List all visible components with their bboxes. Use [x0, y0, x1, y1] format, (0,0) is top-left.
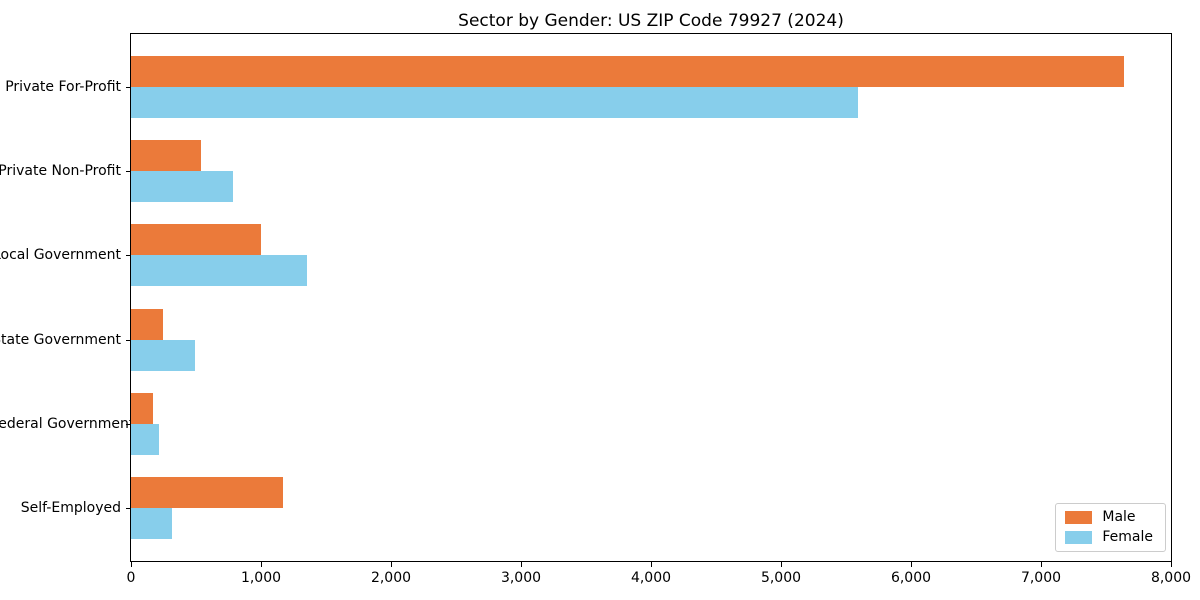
- bar-female-2: [131, 171, 234, 203]
- x-tick-label: 0: [126, 570, 136, 586]
- x-tick-label: 4,000: [630, 570, 672, 586]
- legend-swatch-male: [1065, 511, 1093, 524]
- legend: Male Female: [1055, 503, 1166, 552]
- x-tick-mark: [1041, 562, 1042, 567]
- x-tick-mark: [521, 562, 522, 567]
- bar-female-6: [131, 508, 172, 539]
- x-tick-mark: [911, 562, 912, 567]
- y-tick-mark: [126, 87, 131, 88]
- bar-female-3: [131, 255, 307, 287]
- bar-male-1: [131, 56, 1125, 87]
- y-tick-mark: [126, 508, 131, 509]
- y-axis-label: Private For-Profit: [5, 79, 121, 95]
- bar-male-2: [131, 140, 201, 172]
- x-tick-mark: [1171, 562, 1172, 567]
- x-tick-label: 7,000: [1020, 570, 1062, 586]
- plot-area: Private For-Profit Private Non-Profit Loca…: [0, 33, 1191, 586]
- x-tick-label: 1,000: [240, 570, 282, 586]
- legend-label-female: Female: [1102, 529, 1153, 545]
- bar-male-6: [131, 477, 284, 508]
- y-tick-mark: [126, 339, 131, 341]
- y-axis-label: Self-Employed: [20, 500, 121, 516]
- y-axis-label: State Government: [0, 331, 121, 348]
- x-tick-mark: [781, 562, 782, 567]
- y-axis-label: Private Non-Profit: [0, 163, 121, 180]
- legend-label-male: Male: [1102, 509, 1136, 525]
- legend-swatch-female: [1065, 531, 1093, 544]
- y-tick-mark: [126, 423, 131, 425]
- bar-male-5: [131, 392, 154, 424]
- x-tick-label: 3,000: [500, 570, 542, 586]
- y-tick-mark: [126, 171, 131, 173]
- bar-female-1: [131, 87, 858, 118]
- x-tick-label: 8,000: [1150, 570, 1192, 586]
- x-tick-label: 6,000: [890, 570, 932, 586]
- y-axis-label: Local Government: [0, 247, 121, 264]
- x-tick-label: 2,000: [370, 570, 412, 586]
- x-tick-mark: [651, 562, 652, 567]
- x-tick-mark: [261, 562, 262, 567]
- y-tick-mark: [126, 255, 131, 257]
- chart-title: Sector by Gender: US ZIP Code 79927 (202…: [458, 11, 844, 31]
- x-tick-mark: [131, 562, 132, 567]
- legend-item-female: Female: [1065, 530, 1153, 545]
- bar-female-5: [131, 423, 159, 455]
- y-axis-label: Federal Government: [0, 415, 135, 432]
- x-tick-label: 5,000: [760, 570, 802, 586]
- bar-female-4: [131, 339, 195, 371]
- bar-male-3: [131, 224, 261, 256]
- bar-male-4: [131, 308, 163, 340]
- x-tick-mark: [391, 562, 392, 567]
- legend-item-male: Male: [1065, 510, 1153, 525]
